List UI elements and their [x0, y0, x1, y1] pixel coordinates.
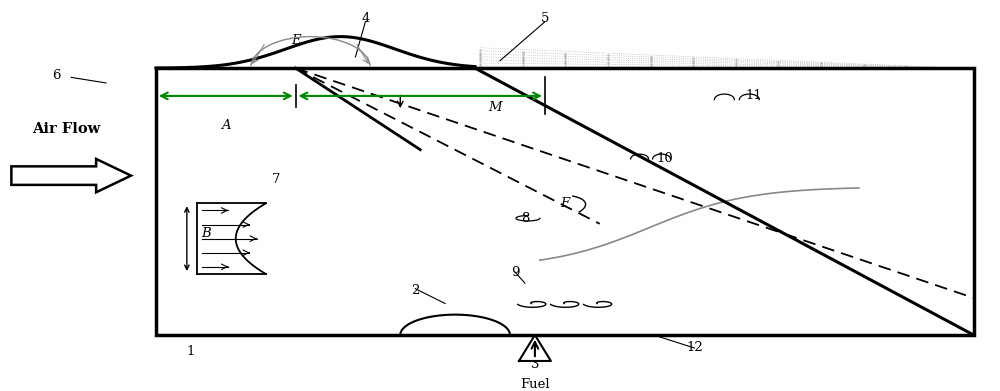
Text: 7: 7	[271, 173, 280, 186]
Text: M: M	[488, 100, 502, 113]
Text: F: F	[560, 197, 569, 210]
Text: E: E	[291, 34, 300, 47]
Text: A: A	[221, 119, 231, 132]
Text: 3: 3	[531, 358, 539, 371]
Text: 5: 5	[541, 12, 549, 25]
Text: 2: 2	[411, 284, 419, 297]
Text: 12: 12	[686, 341, 703, 355]
Text: 6: 6	[52, 69, 60, 82]
Polygon shape	[519, 335, 551, 361]
Text: 9: 9	[511, 265, 519, 278]
Text: Fuel: Fuel	[520, 378, 550, 391]
Text: 8: 8	[521, 212, 529, 225]
Text: 10: 10	[656, 152, 673, 165]
Text: 11: 11	[746, 90, 763, 102]
Text: Air Flow: Air Flow	[32, 122, 100, 136]
Text: 4: 4	[361, 12, 370, 25]
Text: 1: 1	[187, 345, 195, 358]
FancyArrow shape	[11, 159, 131, 192]
Bar	[156, 68, 974, 335]
Text: B: B	[201, 226, 211, 240]
